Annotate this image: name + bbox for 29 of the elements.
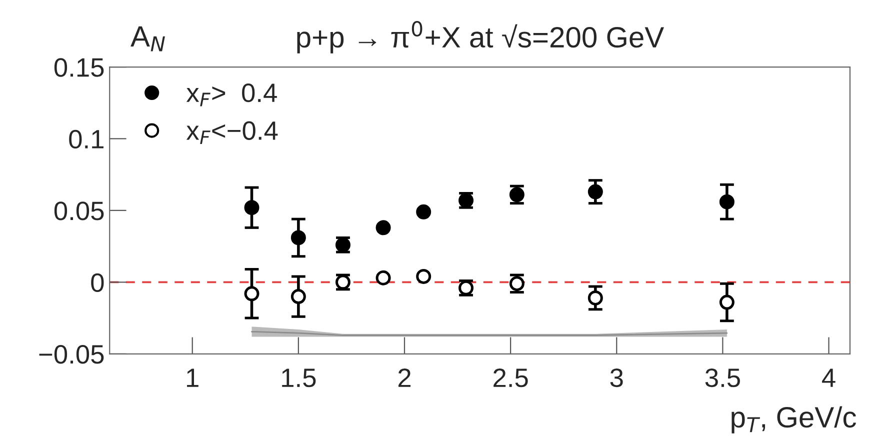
point xyxy=(588,290,603,306)
point xyxy=(719,194,734,210)
point xyxy=(416,204,432,220)
x-axis-title: p$_{T}$, GeV/c xyxy=(732,406,856,434)
point xyxy=(416,268,432,284)
point xyxy=(290,289,306,304)
point xyxy=(719,294,734,310)
point xyxy=(244,200,260,216)
y-tick-label: −0.05 xyxy=(39,345,104,364)
point xyxy=(588,184,603,200)
y-axis-title: A$_{N}$ xyxy=(130,26,165,52)
x-tick-label: 1.5 xyxy=(282,368,316,388)
chart-title: p+p → π$^{0}$+X at √s=200 GeV xyxy=(297,21,664,54)
y-tick-label: 0.1 xyxy=(69,130,104,149)
point xyxy=(290,230,306,246)
legend-label: x$_{F}$<−0.4 xyxy=(186,121,278,144)
x-tick-label: 1 xyxy=(187,368,198,387)
x-tick-label: 2.5 xyxy=(494,368,528,388)
y-tick-label: 0.05 xyxy=(54,202,104,220)
x-tick-label: 2 xyxy=(398,368,411,387)
point xyxy=(376,220,391,236)
legend-label: x$_{F}$> 0.4 xyxy=(186,84,277,106)
point xyxy=(376,270,391,286)
x-tick-label: 4 xyxy=(822,368,836,387)
y-tick-label: 0.15 xyxy=(54,58,104,77)
point xyxy=(244,286,260,302)
x-tick-label: 3 xyxy=(610,368,623,388)
y-tick-label: 0 xyxy=(91,273,104,292)
x-tick-label: 3.5 xyxy=(705,368,740,388)
